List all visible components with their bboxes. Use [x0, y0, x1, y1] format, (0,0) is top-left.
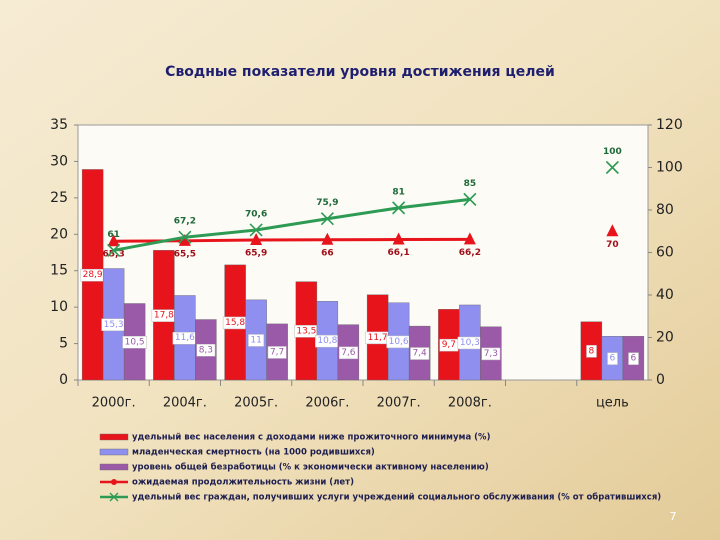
value-label: 7,4	[412, 349, 427, 359]
marker	[249, 223, 263, 237]
marker	[107, 234, 120, 247]
marker	[178, 233, 191, 246]
value-label: 7,7	[270, 347, 284, 357]
legend-label: ожидаемая продолжительность жизни (лет)	[132, 478, 354, 488]
value-label: 6	[631, 354, 637, 364]
value-label: 15,8	[225, 318, 245, 328]
value-label: 66	[321, 248, 334, 258]
value-label: 65,5	[174, 249, 196, 259]
value-label: 66,2	[459, 248, 481, 258]
value-label-box	[122, 336, 147, 349]
x-tick-label: 2000г.	[92, 396, 136, 411]
value-label-box	[481, 347, 501, 361]
page-number: 7	[670, 510, 677, 523]
x-tick-label: 2004г.	[163, 396, 207, 411]
y2-tick-label: 60	[656, 245, 674, 261]
y2-tick-label: 40	[656, 287, 674, 303]
value-label: 70,6	[245, 209, 267, 219]
marker	[107, 243, 121, 257]
x-tick-label: 2007г.	[377, 396, 421, 411]
value-label: 65,9	[245, 248, 267, 258]
value-label: 9,7	[442, 340, 456, 350]
legend-swatch	[99, 448, 129, 456]
legend-label: уровень общей безработицы (% к экономиче…	[132, 462, 489, 473]
value-label: 8	[589, 346, 595, 356]
value-label: 70	[606, 240, 619, 250]
value-label-box	[267, 346, 287, 359]
value-label: 7,6	[341, 348, 356, 358]
marker	[321, 232, 334, 245]
value-label: 13,5	[296, 326, 316, 336]
value-label: 81	[392, 187, 405, 197]
y-tick-label: 0	[59, 372, 68, 388]
x-tick-label: 2008г.	[448, 396, 492, 411]
value-label: 85	[464, 179, 477, 189]
marker	[463, 192, 477, 206]
marker	[392, 201, 406, 215]
y-tick-label: 5	[59, 336, 68, 352]
marker	[392, 232, 405, 245]
marker	[605, 160, 619, 175]
marker	[320, 212, 334, 226]
value-label: 11,6	[175, 333, 195, 343]
y2-tick-label: 120	[656, 117, 683, 133]
value-label: 65,3	[103, 250, 125, 260]
value-label: 10,3	[460, 338, 480, 348]
value-label-box	[607, 352, 618, 365]
y2-tick-label: 20	[656, 330, 674, 346]
value-label: 75,9	[316, 198, 338, 208]
marker	[178, 230, 192, 244]
y-tick-label: 15	[50, 263, 68, 279]
value-label-box	[248, 334, 265, 347]
value-label-box	[586, 345, 597, 358]
value-label: 28,9	[83, 270, 103, 280]
y-tick-label: 35	[50, 117, 68, 133]
legend-swatch	[99, 433, 129, 441]
y-tick-label: 30	[50, 153, 68, 169]
value-label-box	[628, 352, 639, 365]
value-label: 100	[603, 147, 622, 157]
x-tick-label: 2006г.	[305, 396, 349, 411]
y2-tick-label: 100	[656, 160, 683, 176]
value-label-box	[196, 344, 216, 357]
x-tick-label: цель	[596, 396, 629, 411]
value-label: 11,7	[368, 333, 388, 343]
y-tick-label: 20	[50, 226, 68, 242]
value-label: 10,8	[317, 336, 337, 346]
y2-tick-label: 80	[656, 202, 674, 218]
legend-label: удельный вес граждан, получивших услуги …	[132, 492, 661, 503]
value-label: 6	[610, 354, 616, 364]
value-label-box	[338, 346, 359, 360]
value-label: 61	[107, 230, 120, 240]
value-label: 8,3	[199, 345, 213, 355]
legend-marker	[111, 479, 117, 485]
chart-title: Сводные показатели уровня достижения цел…	[165, 64, 555, 80]
value-label-box	[410, 347, 430, 360]
y-tick-label: 10	[50, 299, 68, 315]
legend-swatch	[99, 463, 129, 471]
marker	[463, 232, 476, 245]
y-tick-label: 25	[50, 190, 68, 206]
value-label: 17,8	[154, 311, 174, 321]
value-label: 11	[250, 335, 261, 345]
value-label: 10,6	[389, 337, 409, 347]
value-label: 10,5	[125, 337, 145, 347]
value-label: 15,3	[104, 320, 124, 330]
value-label: 7,3	[484, 349, 498, 359]
legend-label: удельный вес населения с доходами ниже п…	[132, 433, 491, 443]
marker	[250, 232, 263, 245]
marker	[606, 224, 619, 237]
x-tick-label: 2005г.	[234, 396, 278, 411]
value-label: 66,1	[388, 248, 410, 258]
legend-marker	[109, 492, 119, 502]
legend-label: младенческая смертность (на 1000 родивши…	[132, 448, 375, 458]
value-label: 67,2	[174, 217, 196, 227]
y2-tick-label: 0	[656, 372, 665, 388]
